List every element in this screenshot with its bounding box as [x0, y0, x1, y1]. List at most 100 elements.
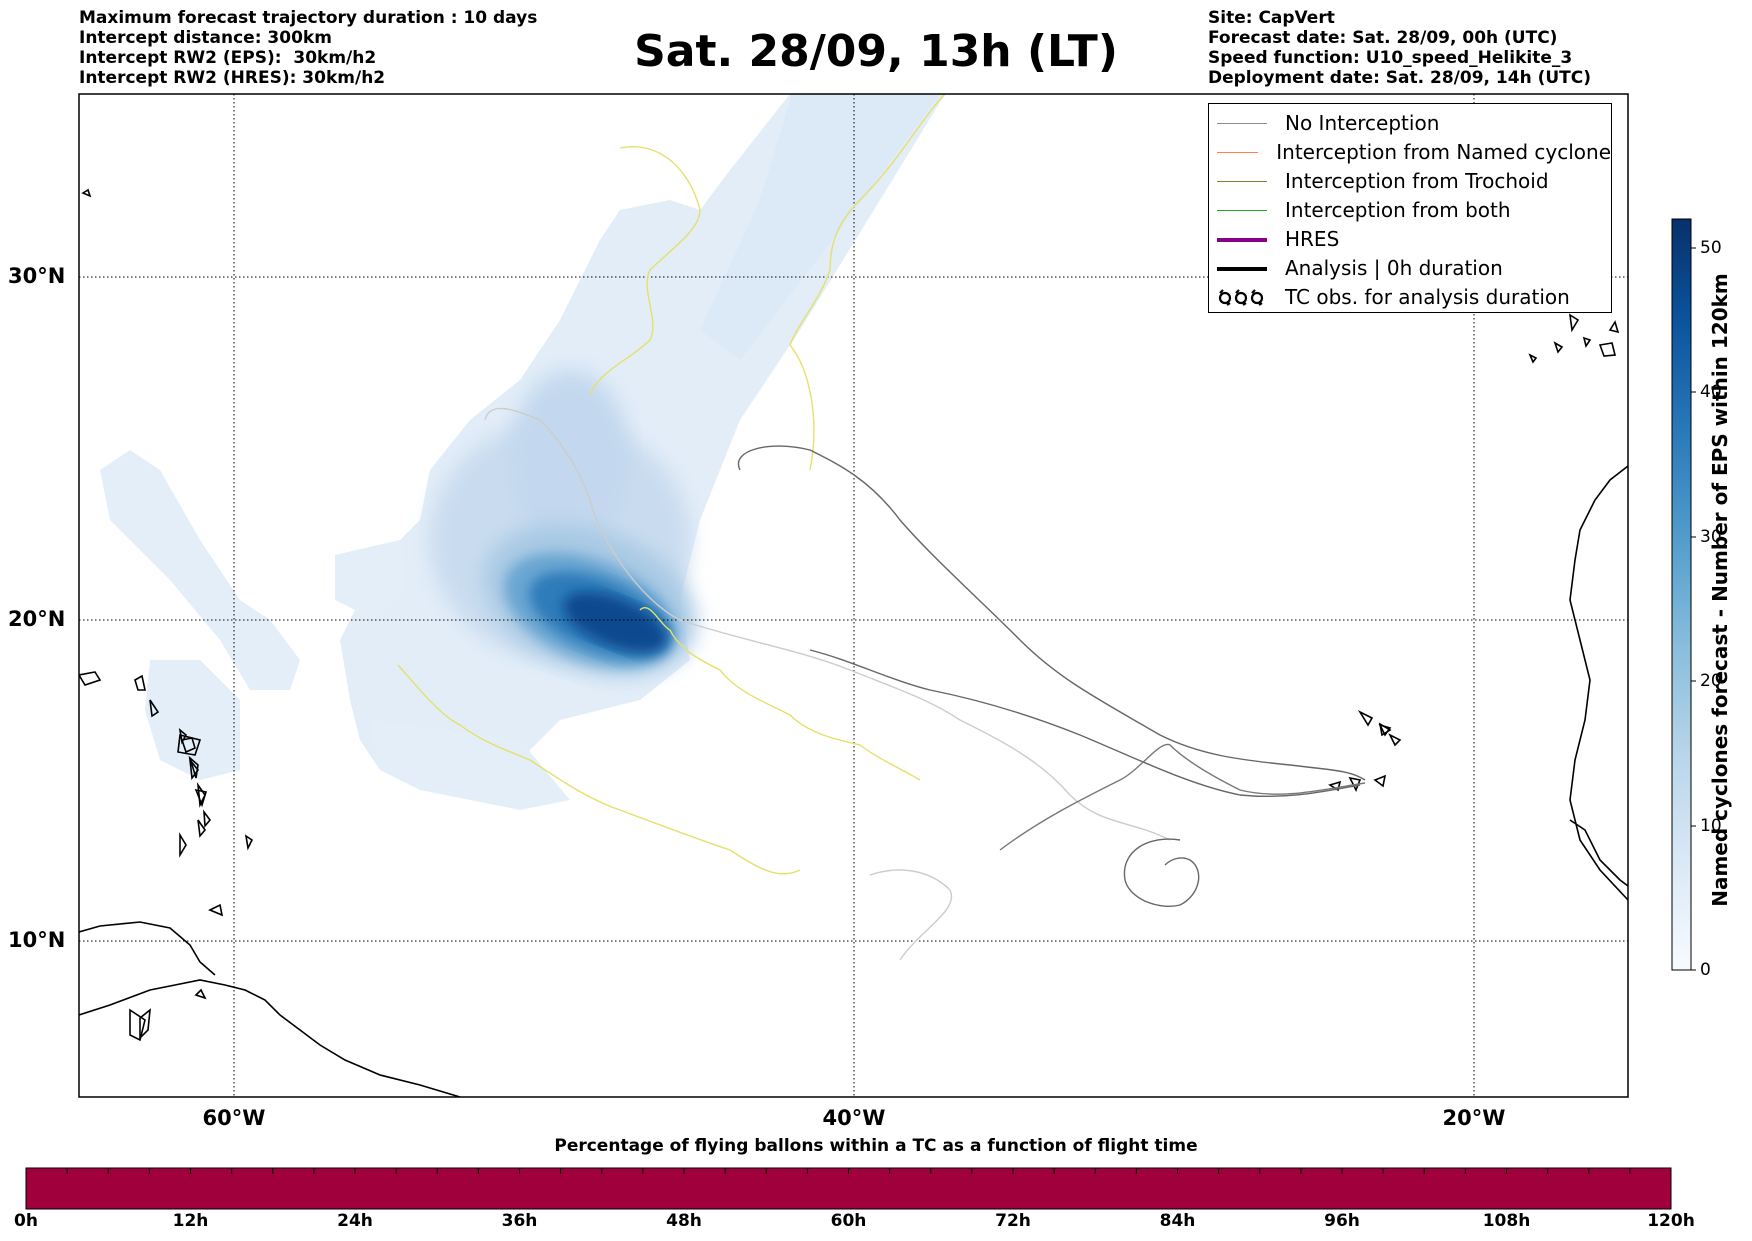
- map-frame: [78, 93, 1629, 1098]
- lesser-antilles-1: [134, 674, 146, 691]
- colorbar-tick-label: 30: [1700, 527, 1722, 547]
- legend-label: Interception from both: [1285, 197, 1511, 222]
- legend-label: Interception from Named cyclone: [1276, 139, 1611, 164]
- island-barbados: [194, 988, 207, 1000]
- density-band-s: [370, 720, 570, 810]
- trajectory-grey-mid-3: [999, 743, 1366, 851]
- legend-item-both: Interception from both: [1209, 195, 1611, 224]
- island-grenada: [129, 1008, 146, 1042]
- lesser-antilles-7: [179, 832, 187, 858]
- lat-label-10n: 10°N: [8, 928, 66, 952]
- trajectories: [397, 94, 1366, 961]
- lesser-antilles-2: [149, 699, 160, 718]
- density-band-w2: [145, 660, 240, 780]
- density-band-w1: [100, 450, 300, 690]
- cyclone-density-field: [100, 94, 945, 810]
- coast-africa-detail: [1569, 819, 1628, 887]
- density-band-w3: [335, 540, 405, 620]
- island-st-vincent: [244, 834, 254, 851]
- trajectory-yellow-north: [589, 146, 701, 396]
- intercept-distance-text: Intercept distance: 300km: [79, 28, 332, 48]
- intercept-hres-text: Intercept RW2 (HRES): 30km/h2: [79, 68, 386, 88]
- intercept-eps-text: Intercept RW2 (EPS): 30km/h2: [79, 48, 377, 68]
- trajectory-yellow-mid: [639, 607, 921, 781]
- legend-item-hres: HRES: [1209, 224, 1611, 253]
- percentage-bar-tick-label: 84h: [1159, 1211, 1196, 1231]
- trajectory-grey-loop: [1123, 838, 1200, 907]
- colorbar-tick-label: 40: [1700, 382, 1722, 402]
- legend-label: HRES: [1285, 226, 1340, 251]
- cape-verde-1: [1357, 710, 1374, 727]
- lesser-antilles-6: [197, 819, 207, 838]
- page-title: Sat. 28/09, 13h (LT): [634, 26, 1118, 77]
- percentage-bar-tick-label: 96h: [1324, 1211, 1360, 1231]
- site-text: Site: CapVert: [1208, 8, 1335, 28]
- density-core: [563, 591, 667, 653]
- forecast-date-text: Forecast date: Sat. 28/09, 00h (UTC): [1208, 28, 1558, 48]
- graticule: [79, 94, 1628, 1097]
- trajectory-grey-mid-2: [809, 649, 1361, 798]
- legend-item-tc-obs: TC obs. for analysis duration: [1209, 282, 1611, 311]
- legend-item-analysis: Analysis | 0h duration: [1209, 253, 1611, 282]
- cape-verde-6: [1373, 774, 1387, 788]
- percentage-bar-tick-label: 36h: [501, 1211, 538, 1231]
- percentage-bar-tick-label: 24h: [337, 1211, 373, 1231]
- deployment-date-text: Deployment date: Sat. 28/09, 14h (UTC): [1208, 68, 1592, 88]
- coastlines: [79, 188, 1628, 1097]
- colorbar-tick-label: 50: [1700, 238, 1722, 258]
- island-canaries-2: [1608, 320, 1620, 334]
- island-dominica: [188, 755, 199, 779]
- legend-label: Analysis | 0h duration: [1285, 255, 1503, 280]
- lon-label-40w: 40°W: [822, 1106, 886, 1130]
- trajectory-yellow-south: [397, 664, 801, 875]
- island-martinique: [194, 788, 208, 808]
- map-legend: No Interception Interception from Named …: [1208, 103, 1612, 313]
- speed-function-text: Speed function: U10_speed_Helikite_3: [1208, 48, 1573, 68]
- percentage-bar-tick-label: 72h: [995, 1211, 1031, 1231]
- density-band-ne: [700, 94, 940, 360]
- island-canaries-4: [1528, 353, 1538, 364]
- lon-label-60w: 60°W: [202, 1106, 266, 1130]
- legend-item-named-cyclone: Interception from Named cyclone: [1209, 137, 1611, 166]
- lat-label-20n: 20°N: [8, 607, 66, 631]
- cape-verde-3: [1388, 733, 1402, 747]
- island-antigua: [177, 734, 202, 756]
- max-duration-text: Maximum forecast trajectory duration : 1…: [79, 8, 538, 28]
- percentage-bar-title: Percentage of flying ballons within a TC…: [554, 1136, 1198, 1156]
- trajectory-grey-light-2: [869, 869, 953, 961]
- percentage-bar-ticks: [25, 1168, 1672, 1174]
- trajectory-grey-light-1: [484, 407, 1171, 841]
- colorbar-tick-label: 10: [1700, 816, 1722, 836]
- coast-venezuela-detail: [79, 921, 216, 976]
- legend-label: Interception from Trochoid: [1285, 168, 1549, 193]
- trajectory-grey-mid-1: [737, 445, 1366, 781]
- density-mid-2: [510, 370, 630, 550]
- percentage-bar: [25, 1167, 1672, 1210]
- colorbar-tick-label: 0: [1700, 960, 1711, 980]
- cyclone-icon: [1217, 287, 1267, 307]
- cape-verde-7: [1378, 722, 1392, 737]
- percentage-bar-tick-label: 60h: [830, 1211, 867, 1231]
- island-tobago: [208, 903, 224, 917]
- colorbar-label: Named cyclones forecast - Number of EPS …: [1708, 273, 1732, 907]
- percentage-bar-tick-label: 120h: [1647, 1211, 1695, 1231]
- coast-south-america: [79, 979, 461, 1097]
- legend-label: TC obs. for analysis duration: [1285, 284, 1570, 309]
- island-st-lucia: [203, 809, 212, 829]
- island-canaries-1: [1568, 313, 1580, 333]
- percentage-bar-tick-label: 0h: [14, 1211, 38, 1231]
- trajectory-yellow-ne: [789, 94, 946, 471]
- colorbar: [1671, 218, 1692, 971]
- colorbar-ticks: [1691, 247, 1696, 971]
- lat-label-30n: 30°N: [8, 264, 66, 288]
- island-bermuda: [81, 188, 92, 198]
- coast-africa: [1569, 465, 1628, 901]
- island-madeira: [1598, 342, 1617, 357]
- lesser-antilles-5: [196, 782, 206, 808]
- island-canaries-3: [1582, 336, 1592, 348]
- percentage-bar-tick-label: 12h: [172, 1211, 209, 1231]
- island-trinidad: [139, 1008, 151, 1040]
- legend-label: No Interception: [1285, 110, 1440, 135]
- legend-item-no-interception: No Interception: [1209, 108, 1611, 137]
